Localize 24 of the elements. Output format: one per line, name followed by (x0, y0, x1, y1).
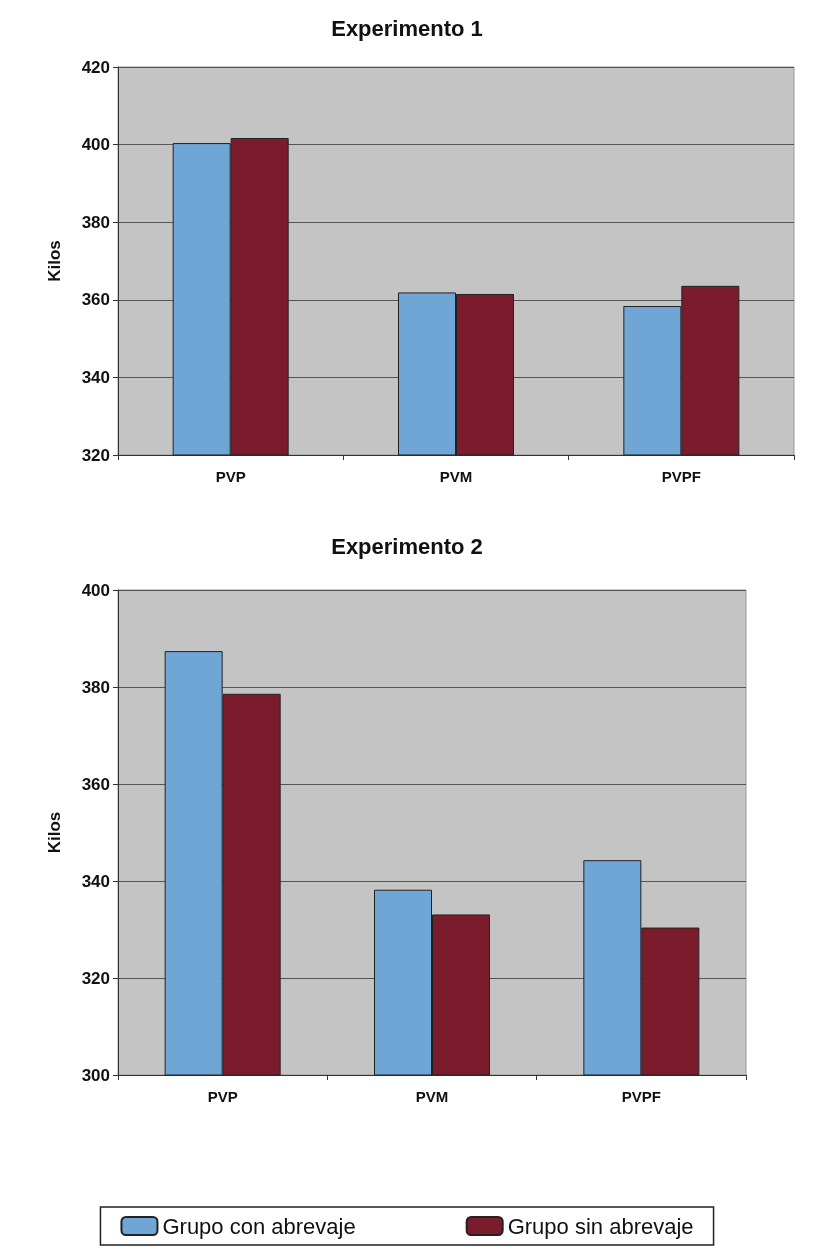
y-axis-title: Kilos (45, 811, 64, 854)
x-tick-label: PVPF (661, 468, 701, 485)
y-tick-label: 320 (81, 445, 110, 465)
chart-title: Experimento 2 (331, 533, 483, 559)
y-tick-label: 320 (81, 968, 110, 988)
y-tick-label: 300 (81, 1065, 110, 1085)
x-tick-label: PVP (207, 1088, 238, 1105)
y-tick-label: 360 (81, 290, 110, 310)
chart-title: Experimento 1 (331, 15, 483, 41)
y-tick-label: 340 (81, 367, 110, 387)
y-tick-label: 340 (81, 871, 110, 891)
y-tick-label: 400 (81, 135, 110, 155)
x-tick-label: PVP (215, 468, 246, 485)
legend-label: Grupo sin abrevaje (507, 1213, 694, 1239)
y-tick-label: 380 (81, 677, 110, 697)
y-tick-label: 400 (81, 580, 110, 600)
x-tick-label: PVM (439, 468, 473, 485)
x-tick-label: PVPF (621, 1088, 661, 1105)
y-tick-label: 360 (81, 774, 110, 794)
y-axis-title: Kilos (45, 240, 64, 282)
x-tick-label: PVM (415, 1088, 449, 1105)
y-tick-label: 380 (81, 212, 110, 232)
legend-label: Grupo con abrevaje (162, 1213, 356, 1239)
y-tick-label: 420 (81, 57, 110, 77)
